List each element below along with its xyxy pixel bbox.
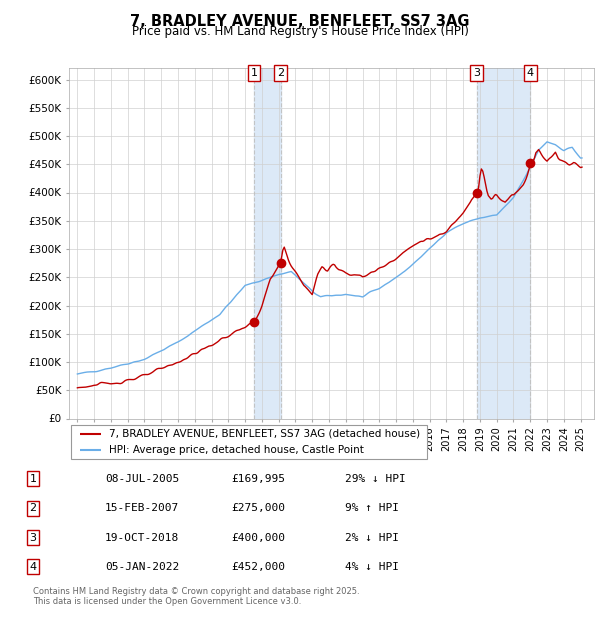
Text: 19-OCT-2018: 19-OCT-2018 [105, 533, 179, 542]
Bar [254, 68, 281, 418]
Text: 29% ↓ HPI: 29% ↓ HPI [345, 474, 406, 484]
FancyBboxPatch shape [71, 425, 427, 459]
Text: 1: 1 [251, 68, 257, 78]
Text: Contains HM Land Registry data © Crown copyright and database right 2025.: Contains HM Land Registry data © Crown c… [33, 587, 359, 596]
Text: £452,000: £452,000 [231, 562, 285, 572]
Text: 2% ↓ HPI: 2% ↓ HPI [345, 533, 399, 542]
Text: HPI: Average price, detached house, Castle Point: HPI: Average price, detached house, Cast… [109, 445, 364, 455]
Text: 3: 3 [473, 68, 480, 78]
Text: 2: 2 [277, 68, 284, 78]
Text: 2: 2 [29, 503, 37, 513]
Text: £169,995: £169,995 [231, 474, 285, 484]
Text: 9% ↑ HPI: 9% ↑ HPI [345, 503, 399, 513]
Text: 4: 4 [29, 562, 37, 572]
Text: Price paid vs. HM Land Registry's House Price Index (HPI): Price paid vs. HM Land Registry's House … [131, 25, 469, 38]
Text: 7, BRADLEY AVENUE, BENFLEET, SS7 3AG (detached house): 7, BRADLEY AVENUE, BENFLEET, SS7 3AG (de… [109, 429, 420, 439]
Text: £400,000: £400,000 [231, 533, 285, 542]
Text: This data is licensed under the Open Government Licence v3.0.: This data is licensed under the Open Gov… [33, 597, 301, 606]
Text: 05-JAN-2022: 05-JAN-2022 [105, 562, 179, 572]
Bar [476, 68, 530, 418]
Text: 15-FEB-2007: 15-FEB-2007 [105, 503, 179, 513]
Text: 08-JUL-2005: 08-JUL-2005 [105, 474, 179, 484]
Text: 7, BRADLEY AVENUE, BENFLEET, SS7 3AG: 7, BRADLEY AVENUE, BENFLEET, SS7 3AG [130, 14, 470, 29]
Text: 4: 4 [527, 68, 534, 78]
Text: £275,000: £275,000 [231, 503, 285, 513]
Text: 4% ↓ HPI: 4% ↓ HPI [345, 562, 399, 572]
Text: 1: 1 [29, 474, 37, 484]
Text: 3: 3 [29, 533, 37, 542]
